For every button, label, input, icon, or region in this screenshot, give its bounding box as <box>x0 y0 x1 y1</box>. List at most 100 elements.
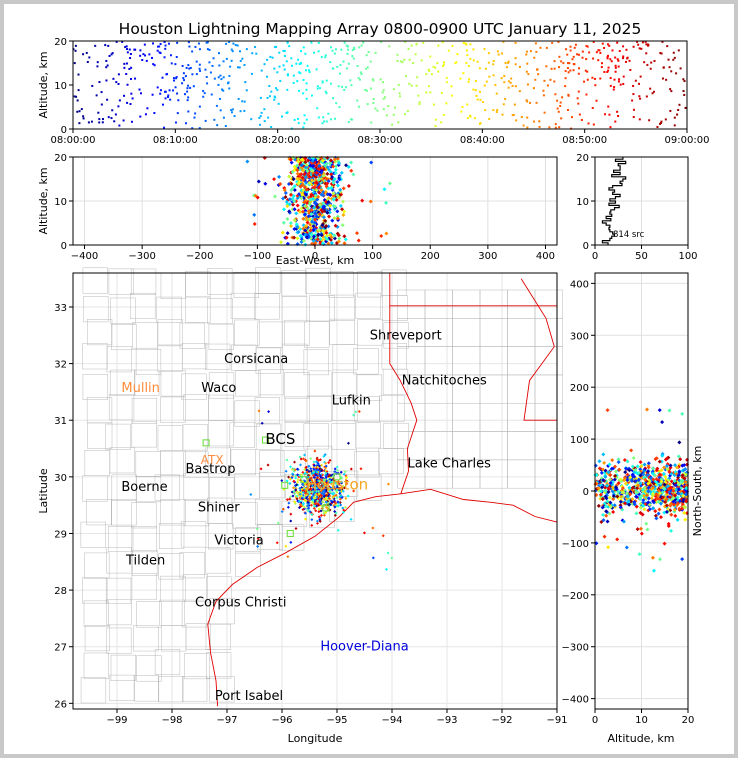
eastwest-source-point <box>379 233 384 238</box>
time-source-point <box>134 77 137 80</box>
x-tick-label: 08:20:00 <box>255 135 300 146</box>
time-panel-sources <box>72 40 687 130</box>
time-source-point <box>230 109 233 112</box>
time-source-point <box>677 49 680 52</box>
time-source-point <box>107 44 110 47</box>
time-source-point <box>585 93 588 96</box>
map-source-point <box>346 441 350 445</box>
eastwest-source-point <box>318 237 323 242</box>
northsouth-source-point <box>613 473 618 478</box>
eastwest-source-point <box>342 234 347 239</box>
map-source-point <box>289 512 293 516</box>
map-source-point <box>345 476 349 480</box>
time-source-point <box>578 67 581 70</box>
time-source-point <box>365 89 368 92</box>
northsouth-source-point <box>668 465 673 470</box>
map-source-point <box>327 461 331 465</box>
map-source-point <box>325 500 329 504</box>
time-source-point <box>182 72 185 75</box>
time-source-point <box>566 109 569 112</box>
time-source-point <box>106 64 109 67</box>
eastwest-source-point <box>300 192 305 197</box>
time-source-point <box>501 113 504 116</box>
county-cell <box>255 267 281 294</box>
time-source-point <box>427 85 430 88</box>
eastwest-source-point <box>298 184 303 189</box>
time-source-point <box>672 51 675 54</box>
time-source-point <box>145 59 148 62</box>
eastwest-source-point <box>303 174 308 179</box>
time-source-point <box>632 108 635 111</box>
county-cell <box>255 423 282 450</box>
time-source-point <box>273 98 276 101</box>
x-tick-label: 08:10:00 <box>153 135 198 146</box>
eastwest-source-point <box>253 193 258 198</box>
time-source-point <box>529 50 532 53</box>
time-source-point <box>584 69 587 72</box>
time-source-point <box>597 59 600 62</box>
northsouth-source-point <box>660 495 665 500</box>
time-source-point <box>288 45 291 48</box>
city-label: BCS <box>265 430 295 448</box>
time-source-point <box>351 118 354 121</box>
time-source-point <box>156 49 159 52</box>
time-source-point <box>416 76 419 79</box>
time-source-point <box>88 56 91 59</box>
time-source-point <box>333 52 336 55</box>
northsouth-source-point <box>632 474 637 479</box>
eastwest-source-point <box>295 203 300 208</box>
northsouth-source-point <box>676 487 681 492</box>
map-source-point <box>310 512 314 516</box>
time-source-point <box>512 113 515 116</box>
time-source-point <box>592 123 595 126</box>
northsouth-source-point <box>662 541 667 546</box>
county-cell <box>205 447 231 474</box>
time-source-point <box>613 86 616 89</box>
map-source-point <box>317 486 321 490</box>
northsouth-source-point <box>597 466 602 471</box>
x-tick-label: 400 <box>536 251 555 262</box>
time-source-point <box>661 40 664 43</box>
county-cell <box>255 499 281 526</box>
map-source-point <box>352 489 356 493</box>
time-source-point <box>599 51 602 54</box>
time-source-point <box>187 41 190 44</box>
y-tick-label: 10 <box>54 197 67 208</box>
map-source-point <box>323 453 327 457</box>
map-source-point <box>331 480 335 484</box>
eastwest-source-point <box>309 226 314 231</box>
time-source-point <box>198 67 201 70</box>
time-source-point <box>371 78 374 81</box>
northsouth-source-point <box>676 454 681 459</box>
time-source-point <box>181 82 184 85</box>
time-source-point <box>233 115 236 118</box>
northsouth-source-point <box>640 487 645 492</box>
time-source-point <box>129 53 132 56</box>
time-source-point <box>469 57 472 60</box>
eastwest-source-point <box>287 197 292 202</box>
eastwest-source-point <box>288 224 293 229</box>
map-source-point <box>310 478 314 482</box>
time-source-point <box>187 96 190 99</box>
time-source-point <box>77 73 80 76</box>
northsouth-source-point <box>608 473 613 478</box>
map-source-point <box>309 457 313 461</box>
time-source-point <box>638 82 641 85</box>
time-source-point <box>229 65 232 68</box>
time-source-point <box>399 60 402 63</box>
county-cell <box>206 576 232 603</box>
county-cell <box>354 451 380 478</box>
northsouth-source-point <box>601 518 606 523</box>
map-source-point <box>334 511 338 515</box>
time-source-point <box>260 111 263 114</box>
time-source-point <box>619 83 622 86</box>
time-source-point <box>440 91 443 94</box>
time-source-point <box>286 73 289 76</box>
time-source-point <box>561 96 564 99</box>
time-source-point <box>557 40 560 43</box>
county-cell <box>82 373 108 400</box>
northsouth-source-point <box>598 492 603 497</box>
time-source-point <box>91 84 94 87</box>
time-source-point <box>296 80 299 83</box>
